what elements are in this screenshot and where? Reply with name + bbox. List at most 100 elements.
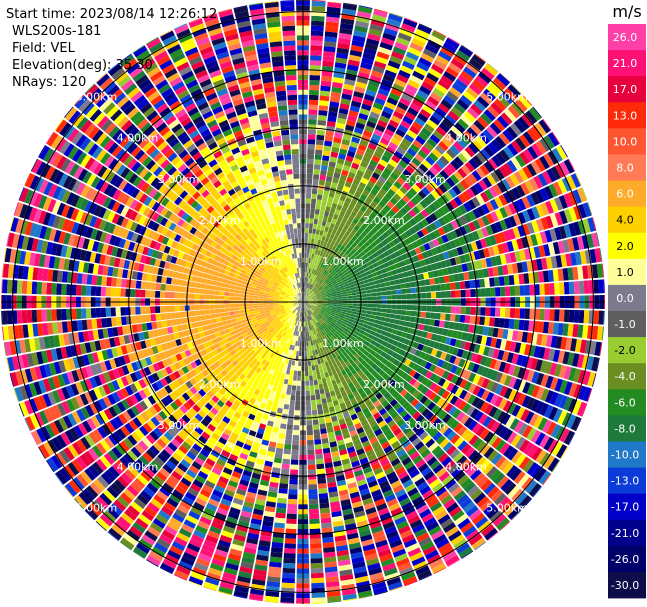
velocity-gate	[251, 513, 263, 521]
velocity-gate	[374, 332, 381, 338]
velocity-gate	[343, 83, 355, 91]
velocity-gate	[361, 306, 367, 311]
velocity-gate	[446, 430, 457, 441]
velocity-gate	[326, 365, 332, 372]
velocity-gate	[474, 410, 484, 422]
velocity-gate	[303, 302, 308, 305]
velocity-gate	[491, 436, 502, 449]
velocity-gate	[348, 352, 354, 359]
velocity-gate	[407, 395, 416, 404]
velocity-gate	[466, 187, 476, 199]
velocity-gate	[498, 361, 507, 373]
velocity-gate	[309, 278, 313, 284]
velocity-gate	[374, 8, 388, 13]
velocity-gate	[376, 249, 383, 256]
velocity-gate	[316, 306, 322, 309]
velocity-gate	[326, 344, 332, 350]
velocity-gate	[354, 190, 362, 198]
velocity-gate	[338, 32, 352, 40]
velocity-gate	[359, 529, 371, 538]
velocity-gate	[354, 127, 364, 135]
velocity-gate	[405, 416, 415, 426]
velocity-gate	[268, 395, 275, 402]
velocity-gate	[469, 315, 476, 325]
velocity-gate	[501, 413, 511, 426]
velocity-gate	[307, 336, 311, 342]
velocity-gate	[228, 553, 242, 562]
velocity-gate	[387, 60, 401, 70]
velocity-gate	[319, 507, 331, 514]
velocity-gate	[315, 270, 320, 276]
velocity-gate	[315, 290, 320, 295]
velocity-gate	[577, 324, 584, 338]
velocity-gate	[338, 334, 345, 340]
velocity-gate	[280, 373, 286, 379]
velocity-gate	[339, 23, 354, 31]
velocity-gate	[474, 541, 487, 551]
velocity-gate	[339, 375, 346, 383]
velocity-gate	[496, 73, 510, 87]
velocity-gate	[321, 70, 333, 77]
velocity-gate	[545, 334, 553, 348]
velocity-gate	[376, 404, 384, 412]
velocity-gate	[333, 326, 339, 331]
velocity-gate	[310, 50, 322, 56]
velocity-gate	[401, 534, 415, 544]
velocity-gate	[367, 142, 377, 151]
velocity-gate	[453, 171, 464, 182]
velocity-gate	[476, 365, 485, 376]
velocity-gate	[384, 212, 393, 221]
velocity-gate	[314, 289, 319, 293]
velocity-gate	[344, 230, 351, 237]
velocity-gate	[508, 274, 515, 286]
velocity-gate	[510, 157, 522, 170]
velocity-gate	[315, 328, 320, 334]
velocity-gate	[319, 273, 324, 279]
velocity-gate	[375, 283, 381, 289]
velocity-gate	[400, 529, 413, 539]
velocity-gate	[308, 325, 312, 331]
velocity-gate	[316, 306, 322, 310]
velocity-gate	[315, 448, 323, 455]
velocity-gate	[345, 273, 351, 279]
velocity-gate	[345, 155, 354, 163]
velocity-gate	[470, 103, 483, 116]
velocity-gate	[418, 431, 429, 441]
velocity-gate	[365, 328, 372, 334]
velocity-gate	[355, 344, 362, 350]
velocity-gate	[317, 115, 327, 121]
velocity-gate	[523, 344, 531, 356]
velocity-gate	[342, 269, 348, 274]
velocity-gate	[307, 304, 312, 308]
velocity-gate	[434, 319, 440, 327]
velocity-gate	[483, 88, 497, 101]
velocity-gate	[596, 263, 604, 278]
velocity-gate	[398, 248, 406, 255]
velocity-gate	[470, 488, 483, 501]
velocity-gate	[324, 226, 330, 233]
velocity-gate	[405, 333, 412, 340]
velocity-gate	[454, 228, 463, 238]
velocity-gate	[308, 273, 312, 279]
velocity-gate	[360, 373, 367, 381]
velocity-gate	[402, 182, 412, 191]
velocity-gate	[325, 467, 334, 474]
velocity-gate	[346, 266, 352, 272]
velocity-gate	[389, 12, 403, 18]
velocity-gate	[311, 577, 325, 584]
velocity-gate	[324, 278, 330, 283]
velocity-gate	[353, 505, 365, 514]
velocity-gate	[311, 193, 317, 200]
velocity-gate	[370, 200, 378, 208]
velocity-gate	[364, 363, 371, 370]
velocity-gate	[309, 538, 322, 544]
velocity-gate	[317, 408, 324, 415]
velocity-gate	[285, 533, 297, 539]
velocity-gate	[350, 313, 356, 318]
velocity-gate	[290, 350, 294, 356]
velocity-gate	[543, 244, 551, 257]
velocity-gate	[326, 6, 341, 14]
velocity-gate	[345, 522, 357, 530]
velocity-gate	[486, 173, 497, 186]
velocity-gate	[506, 352, 515, 364]
